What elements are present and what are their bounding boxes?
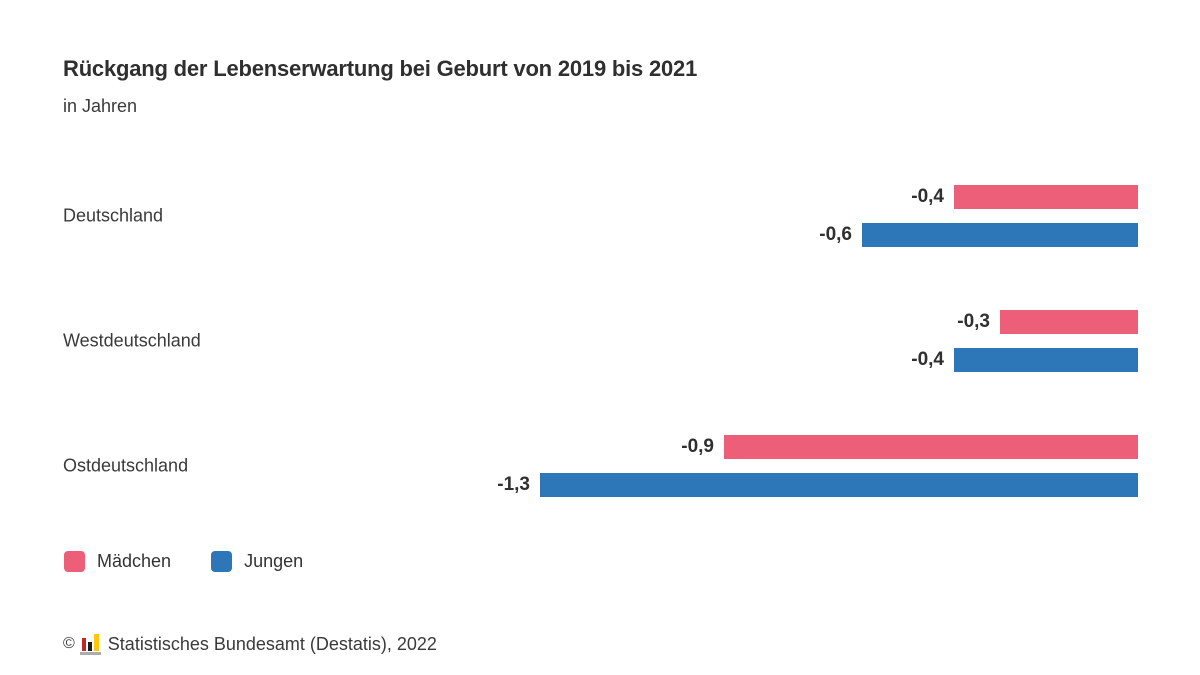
value-label: -1,3 (497, 474, 530, 495)
value-label: -0,4 (911, 349, 944, 370)
bar-row: -0,3 (957, 310, 1138, 334)
copyright-symbol: © (63, 635, 75, 652)
bar-jungen (540, 473, 1138, 497)
value-label: -0,9 (681, 436, 714, 457)
category-label: Westdeutschland (63, 330, 201, 351)
bar-row: -0,4 (911, 348, 1138, 372)
bar-chart: Deutschland -0,4 -0,6 Westdeutschland -0,3 -0… (0, 185, 1200, 497)
bar-track: -0,4 -0,6 (540, 185, 1138, 247)
value-label: -0,4 (911, 186, 944, 207)
logo-bar-black (87, 642, 92, 651)
legend-swatch-icon (64, 551, 85, 572)
destatis-logo-icon (79, 633, 101, 655)
bar-mädchen (1000, 310, 1138, 334)
bar-jungen (862, 223, 1138, 247)
value-label: -0,6 (819, 224, 852, 245)
source-text: Statistisches Bundesamt (Destatis), 2022 (107, 633, 437, 654)
bar-group: Westdeutschland -0,3 -0,4 (0, 310, 1200, 372)
legend-label: Jungen (244, 551, 304, 571)
legend-label: Mädchen (97, 551, 172, 571)
bar-row: -1,3 (497, 473, 1138, 497)
bar-mädchen (724, 435, 1138, 459)
logo-bar-red (81, 638, 86, 651)
bar-track: -0,3 -0,4 (540, 310, 1138, 372)
logo-base-bar (79, 652, 101, 655)
chart-title: Rückgang der Lebenserwartung bei Geburt … (63, 56, 698, 81)
legend-swatch-icon (211, 551, 233, 572)
bar-row: -0,6 (819, 223, 1138, 247)
bar-row: -0,9 (681, 435, 1138, 459)
bar-group: Deutschland -0,4 -0,6 (0, 185, 1200, 247)
source-line: © Statistisches Bundesamt (Destatis), 20… (63, 631, 437, 657)
category-label: Ostdeutschland (63, 455, 189, 476)
value-label: -0,3 (957, 311, 990, 332)
bar-row: -0,4 (911, 185, 1138, 209)
legend: Mädchen Jungen (64, 551, 303, 572)
legend-item: Jungen (211, 551, 303, 572)
legend-item: Mädchen (64, 551, 171, 572)
bar-jungen (954, 348, 1138, 372)
bar-group: Ostdeutschland -0,9 -1,3 (0, 435, 1200, 497)
chart-subtitle: in Jahren (63, 96, 138, 116)
category-label: Deutschland (63, 205, 164, 226)
logo-bar-gold (93, 634, 99, 651)
bar-mädchen (954, 185, 1138, 209)
bar-track: -0,9 -1,3 (497, 435, 1138, 497)
